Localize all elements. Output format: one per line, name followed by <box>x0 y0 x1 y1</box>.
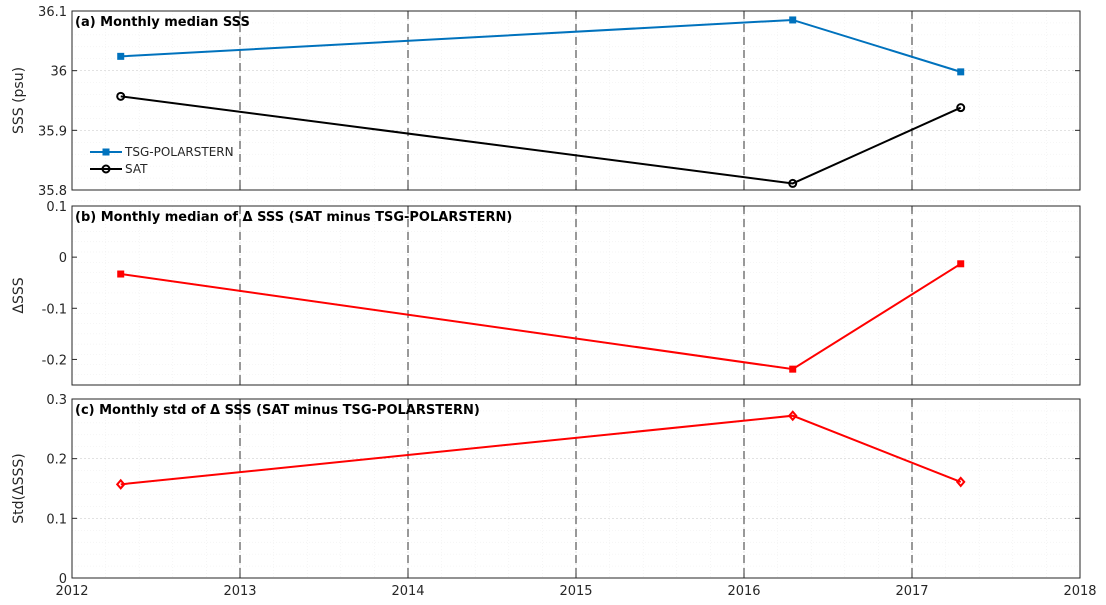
data-point <box>789 365 797 373</box>
legend-label: TSG-POLARSTERN <box>124 145 234 159</box>
legend-label: SAT <box>125 162 148 176</box>
data-point <box>115 478 126 490</box>
data-point <box>117 52 125 60</box>
series-line <box>120 95 962 185</box>
y-tick-label: 0 <box>59 251 67 266</box>
panel-title: (c) Monthly std of Δ SSS (SAT minus TSG-… <box>75 403 480 418</box>
data-point <box>788 178 798 188</box>
panel-b: 0.1 0 -0.1 -0.2 ΔSSS (b) Monthly median of Δ … <box>11 200 1081 386</box>
legend: TSG-POLARSTERN SAT <box>90 145 234 176</box>
y-tick-label: 0.1 <box>46 512 67 527</box>
y-tick-label: 36.1 <box>38 5 67 20</box>
data-point <box>957 260 965 268</box>
y-tick-label: -0.2 <box>42 353 67 368</box>
series-sat <box>116 91 966 188</box>
x-tick-label: 2014 <box>391 584 424 599</box>
data-point <box>956 103 966 113</box>
x-tick-label: 2015 <box>559 584 592 599</box>
x-tick-label: 2013 <box>223 584 256 599</box>
y-tick-label: 0.2 <box>46 453 67 468</box>
data-point <box>789 16 797 24</box>
y-axis-label: SSS (psu) <box>11 67 27 134</box>
data-point <box>116 91 126 101</box>
data-point <box>117 270 125 278</box>
x-tick-label: 2016 <box>727 584 760 599</box>
data-point <box>955 476 966 488</box>
panel-a: 35.8 35.9 36 36.1 SSS (psu) (a) Monthly media… <box>11 5 1081 199</box>
series-delta-b <box>117 260 965 373</box>
panel-c: 2012 2013 2014 2015 2016 2017 2018 0 0.1 0.2 0.3 St… <box>11 393 1097 599</box>
y-axis-label: ΔSSS <box>11 277 27 313</box>
y-tick-label: 35.9 <box>38 124 67 139</box>
x-tick-label: 2012 <box>55 584 88 599</box>
y-axis-label: Std(ΔSSS) <box>11 453 27 523</box>
data-point <box>957 68 965 76</box>
legend-marker <box>101 164 111 174</box>
y-tick-label: 0.1 <box>46 200 67 215</box>
y-tick-label: -0.1 <box>42 302 67 317</box>
y-tick-label: 0 <box>59 572 67 587</box>
x-tick-label: 2017 <box>895 584 928 599</box>
series-tsg-polarstern <box>117 16 965 76</box>
y-tick-label: 35.8 <box>38 184 67 199</box>
series-line <box>120 262 962 371</box>
data-point <box>787 410 798 422</box>
legend-marker <box>102 148 110 156</box>
series-line <box>120 414 962 486</box>
panel-title: (b) Monthly median of Δ SSS (SAT minus T… <box>75 210 512 225</box>
y-tick-label: 36 <box>50 65 67 80</box>
y-tick-label: 0.3 <box>46 393 67 408</box>
panel-title: (a) Monthly median SSS <box>75 15 250 30</box>
series-delta-c <box>115 410 966 490</box>
x-tick-label: 2018 <box>1063 584 1096 599</box>
